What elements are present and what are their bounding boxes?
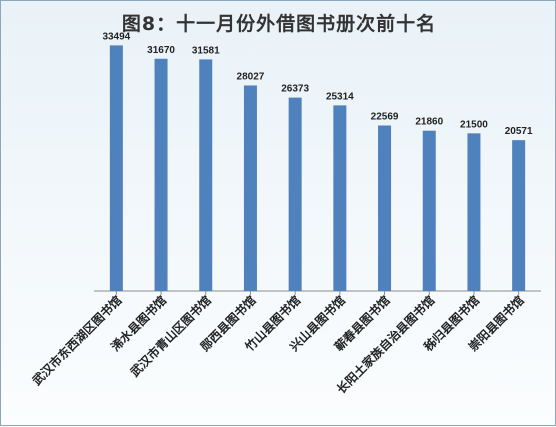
bar xyxy=(333,105,347,291)
data-label: 31670 xyxy=(147,45,175,56)
data-label: 33494 xyxy=(102,31,130,42)
data-label: 21500 xyxy=(460,119,488,130)
bar xyxy=(109,45,123,291)
bar xyxy=(467,133,481,291)
data-label: 31581 xyxy=(192,45,220,56)
data-label: 21860 xyxy=(415,117,443,128)
data-label: 22569 xyxy=(371,111,399,122)
bar xyxy=(154,58,168,292)
category-label: 武汉市青山区图书馆 xyxy=(127,293,214,380)
bar xyxy=(243,85,257,292)
chart-title: 图8：十一月份外借图书册次前十名 xyxy=(121,13,437,35)
category-label: 武汉市东西湖区图书馆 xyxy=(29,293,124,388)
bar xyxy=(512,140,526,291)
bar xyxy=(199,59,213,291)
data-label: 26373 xyxy=(281,84,309,95)
data-label: 25314 xyxy=(326,91,354,102)
data-label: 28027 xyxy=(237,71,265,82)
bar xyxy=(378,125,392,291)
bar xyxy=(288,97,302,292)
bar xyxy=(422,130,436,291)
data-label: 20571 xyxy=(505,126,533,137)
